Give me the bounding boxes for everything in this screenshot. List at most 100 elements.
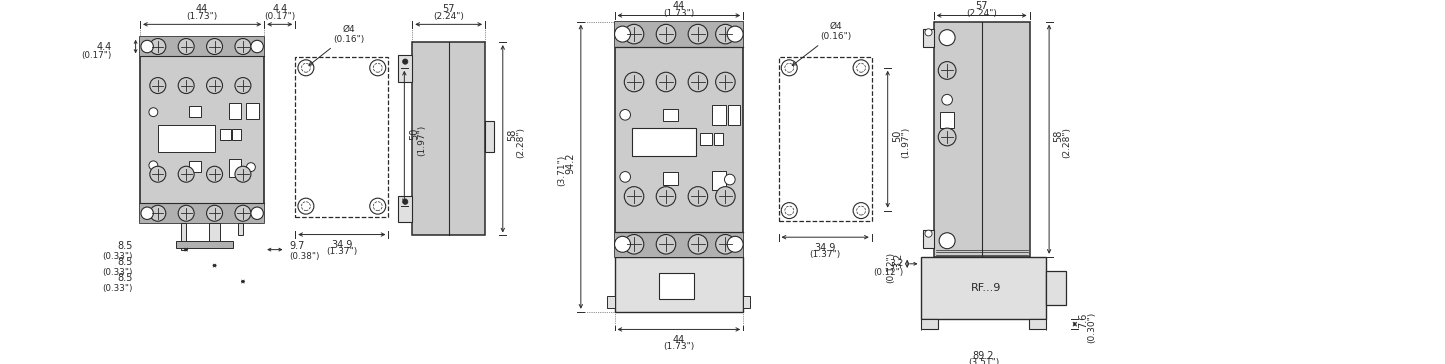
Bar	[607, 296, 614, 308]
Bar	[295, 57, 389, 217]
Circle shape	[403, 199, 407, 204]
Circle shape	[942, 94, 952, 105]
Bar	[714, 132, 722, 145]
Bar	[237, 223, 243, 236]
Text: (0.33"): (0.33")	[103, 284, 133, 293]
Circle shape	[688, 234, 708, 254]
Text: (1.97"): (1.97")	[902, 127, 910, 158]
Circle shape	[925, 29, 932, 36]
Circle shape	[150, 205, 166, 221]
Circle shape	[150, 166, 166, 182]
Text: (0.33"): (0.33")	[103, 268, 133, 277]
Text: 8.5: 8.5	[117, 241, 133, 251]
Circle shape	[149, 161, 158, 170]
Circle shape	[142, 207, 153, 219]
Text: (0.12"): (0.12")	[886, 252, 894, 283]
Text: 4.4: 4.4	[272, 4, 288, 14]
Circle shape	[925, 230, 932, 237]
Text: (1.37"): (1.37")	[809, 250, 841, 258]
Bar	[614, 22, 743, 257]
Bar	[140, 37, 264, 56]
Circle shape	[715, 187, 736, 206]
Circle shape	[403, 59, 407, 64]
Text: (0.17"): (0.17")	[81, 51, 111, 60]
Bar	[614, 232, 743, 257]
Circle shape	[938, 62, 957, 79]
Bar	[140, 37, 264, 223]
Circle shape	[178, 78, 194, 94]
Bar	[1029, 319, 1046, 329]
Text: (2.28"): (2.28")	[516, 127, 525, 158]
Circle shape	[620, 171, 630, 182]
Text: Ø4
(0.16"): Ø4 (0.16")	[309, 24, 364, 66]
Circle shape	[236, 166, 251, 182]
Text: 7.6: 7.6	[1078, 313, 1088, 328]
Text: (2.28"): (2.28")	[1062, 127, 1071, 158]
Bar	[233, 129, 241, 140]
Bar	[712, 105, 727, 124]
Circle shape	[142, 40, 153, 53]
Text: (1.73"): (1.73")	[663, 9, 695, 18]
Text: RF...9: RF...9	[971, 283, 1001, 293]
Bar	[659, 273, 695, 299]
Bar	[228, 103, 241, 119]
Circle shape	[251, 40, 263, 53]
Circle shape	[614, 26, 630, 42]
Bar	[181, 223, 186, 250]
Text: Ø4
(0.16"): Ø4 (0.16")	[792, 22, 853, 66]
Circle shape	[149, 108, 158, 116]
Bar	[663, 108, 678, 121]
Bar	[412, 42, 486, 236]
Bar	[633, 128, 696, 157]
Circle shape	[624, 24, 644, 44]
Circle shape	[620, 110, 630, 120]
Text: 57: 57	[442, 4, 455, 14]
Text: 94.2: 94.2	[565, 153, 575, 174]
Bar	[920, 319, 938, 329]
Text: (0.38"): (0.38")	[289, 252, 319, 261]
Circle shape	[207, 205, 223, 221]
Bar	[189, 106, 201, 116]
Circle shape	[656, 234, 676, 254]
Circle shape	[236, 78, 251, 94]
Text: 3.2: 3.2	[893, 253, 903, 268]
Circle shape	[715, 72, 736, 92]
Text: (3.51"): (3.51")	[968, 358, 998, 364]
Bar	[712, 171, 727, 190]
Circle shape	[688, 187, 708, 206]
Circle shape	[688, 72, 708, 92]
Bar	[175, 241, 233, 248]
Bar	[1046, 271, 1066, 305]
Bar	[923, 29, 933, 47]
Text: 50: 50	[409, 127, 419, 140]
Circle shape	[370, 60, 386, 76]
Circle shape	[236, 205, 251, 221]
Circle shape	[727, 26, 743, 42]
Text: 3.2: 3.2	[890, 259, 903, 268]
Bar	[158, 126, 215, 152]
Circle shape	[178, 166, 194, 182]
Circle shape	[207, 166, 223, 182]
Text: (1.37"): (1.37")	[327, 247, 357, 256]
Text: (3.71"): (3.71")	[558, 155, 566, 186]
Circle shape	[614, 236, 630, 252]
Circle shape	[782, 203, 798, 218]
Text: 89.2: 89.2	[972, 351, 994, 361]
Bar	[663, 173, 678, 185]
Text: (2.24"): (2.24")	[434, 12, 464, 21]
Circle shape	[370, 198, 386, 214]
Circle shape	[715, 234, 736, 254]
Text: (0.30"): (0.30")	[1087, 312, 1097, 343]
Circle shape	[298, 198, 314, 214]
Text: 8.5: 8.5	[117, 257, 133, 267]
Text: (0.17"): (0.17")	[264, 12, 295, 21]
Bar	[399, 55, 412, 82]
Circle shape	[150, 78, 166, 94]
Text: (1.97"): (1.97")	[418, 125, 426, 156]
Circle shape	[688, 24, 708, 44]
Circle shape	[938, 128, 957, 146]
Circle shape	[207, 39, 223, 55]
Text: (0.12"): (0.12")	[873, 268, 903, 277]
Bar	[247, 103, 259, 119]
Circle shape	[207, 78, 223, 94]
